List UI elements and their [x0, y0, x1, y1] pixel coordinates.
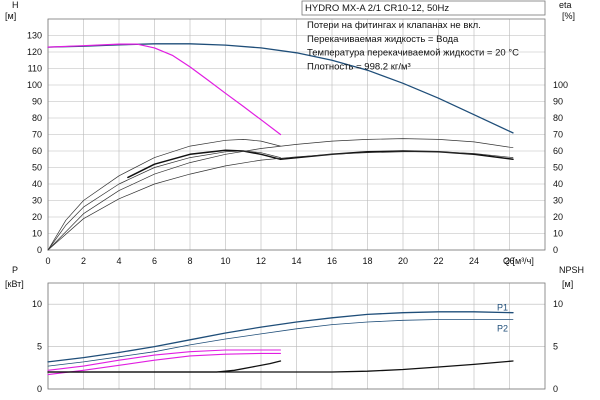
- y-tick-label-right: 0: [553, 384, 558, 394]
- series-line-1-2: [47, 349, 282, 371]
- y-tick-label-left: 10: [32, 229, 42, 239]
- y-tick-label-left: 100: [27, 80, 42, 90]
- annotation-line: Потери на фитингах и клапанах не вкл.: [307, 20, 481, 31]
- series-label: P2: [497, 323, 508, 333]
- y-tick-label-left: 120: [27, 47, 42, 57]
- y-tick-label-left: 50: [32, 163, 42, 173]
- x-tick-label: 12: [256, 256, 266, 266]
- plot-frame: [47, 18, 546, 251]
- y-axis-label-left-unit: [м]: [5, 11, 16, 21]
- y-tick-label-right: 50: [553, 163, 563, 173]
- series-line-0-1: [47, 43, 282, 136]
- x-tick-label: 24: [469, 256, 479, 266]
- annotation-line: Температура перекачиваемой жидкости = 20…: [307, 48, 519, 59]
- y-tick-label-right: 30: [553, 196, 563, 206]
- y-tick-label-left: 30: [32, 196, 42, 206]
- x-tick-label: 22: [433, 256, 443, 266]
- series-line-0-6: [47, 138, 514, 251]
- y-tick-label-right: 20: [553, 212, 563, 222]
- y-tick-label-left: 0: [37, 245, 42, 255]
- y-tick-label-right: 70: [553, 130, 563, 140]
- title-box: [301, 0, 546, 16]
- y-tick-label-left: 0: [37, 384, 42, 394]
- x-tick-label: 16: [327, 256, 337, 266]
- series-line-0-5: [47, 150, 281, 251]
- x-tick-label: 20: [398, 256, 408, 266]
- y-tick-label-right: 10: [553, 229, 563, 239]
- y-tick-label-right: 10: [553, 299, 563, 309]
- x-tick-label: 0: [45, 256, 50, 266]
- annotation-line: Перекачиваемая жидкость = Вода: [307, 34, 459, 45]
- y-tick-label-left: 110: [28, 64, 42, 74]
- x-tick-label: 6: [152, 256, 157, 266]
- y-tick-label-left: 10: [32, 299, 42, 309]
- x-tick-label: 26: [504, 256, 514, 266]
- y-tick-label-left: 90: [32, 97, 42, 107]
- y-tick-label-left: 5: [37, 342, 42, 352]
- y-tick-label-right: 60: [553, 146, 563, 156]
- y-tick-label-right: 5: [553, 342, 558, 352]
- y-axis-label-right-unit: [%]: [562, 11, 575, 21]
- series-line-1-0: [47, 311, 514, 363]
- x-axis-label: Q [м³/ч]: [503, 256, 534, 266]
- y-tick-label-left: 40: [32, 179, 42, 189]
- y-axis-label-right-unit: [м]: [562, 279, 573, 289]
- x-tick-label: 10: [220, 256, 230, 266]
- series-line-1-1: [47, 319, 514, 367]
- x-tick-label: 2: [81, 256, 86, 266]
- series-line-1-3: [47, 352, 282, 376]
- y-tick-label-left: 70: [32, 130, 42, 140]
- chart-title: HYDRO MX-A 2/1 CR10-12, 50Hz: [305, 3, 449, 14]
- series-line-0-0: [47, 43, 514, 134]
- series-line-0-7: [47, 151, 514, 251]
- series-line-0-4: [47, 139, 281, 251]
- series-line-1-5: [47, 360, 514, 373]
- series-label: P1: [497, 303, 508, 313]
- y-tick-label-left: 80: [32, 113, 42, 123]
- y-tick-label-left: 130: [27, 31, 42, 41]
- y-tick-label-right: 100: [553, 80, 568, 90]
- y-tick-label-left: 20: [32, 212, 42, 222]
- x-tick-label: 8: [187, 256, 192, 266]
- y-axis-label-left-unit: [кВт]: [5, 279, 24, 289]
- series-line-0-2: [127, 149, 282, 179]
- y-axis-label-right: NPSH: [559, 265, 584, 275]
- annotation-line: Плотность = 998.2 кг/м³: [307, 61, 411, 72]
- y-tick-label-right: 90: [553, 97, 563, 107]
- x-tick-label: 14: [291, 256, 301, 266]
- y-axis-label-right: eta: [559, 0, 572, 10]
- x-tick-label: 4: [116, 256, 121, 266]
- y-axis-label-left: P: [12, 265, 18, 275]
- plot-frame: [47, 282, 546, 390]
- y-tick-label-right: 40: [553, 179, 563, 189]
- y-axis-label-left: H: [12, 0, 19, 10]
- x-tick-label: 18: [362, 256, 372, 266]
- y-tick-label-right: 0: [553, 245, 558, 255]
- y-tick-label-left: 60: [32, 146, 42, 156]
- y-tick-label-right: 80: [553, 113, 563, 123]
